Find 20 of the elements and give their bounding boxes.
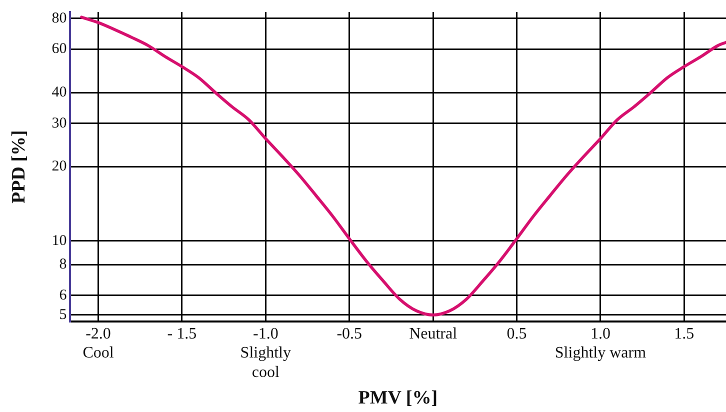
y-tick-label: 60 xyxy=(52,41,67,58)
y-axis-title: PPD [%] xyxy=(8,130,30,204)
x-tick-label: 1.5 xyxy=(674,325,694,342)
y-tick-label: 80 xyxy=(52,10,67,26)
x-tick-label: -1.0 Slightly cool xyxy=(240,325,291,381)
x-tick-label: - 1.5 xyxy=(167,325,197,342)
y-tick-label: 40 xyxy=(52,84,67,101)
x-tick-label: -2.0 Cool xyxy=(82,325,114,362)
x-tick-label: Neutral xyxy=(409,325,458,342)
y-tick-label: 8 xyxy=(59,256,67,273)
y-tick-label: 6 xyxy=(59,287,68,304)
y-tick-label: 5 xyxy=(59,306,67,323)
y-tick-label: 30 xyxy=(52,115,67,132)
y-tick-label: 10 xyxy=(52,232,67,249)
x-axis-title: PMV [%] xyxy=(358,388,438,409)
x-tick-label: -0.5 xyxy=(336,325,362,342)
x-tick-label: 1.0 Slightly warm xyxy=(554,325,647,362)
x-tick-label: 0.5 xyxy=(506,325,527,342)
line-series xyxy=(80,16,726,316)
y-tick-label: 20 xyxy=(52,158,67,175)
